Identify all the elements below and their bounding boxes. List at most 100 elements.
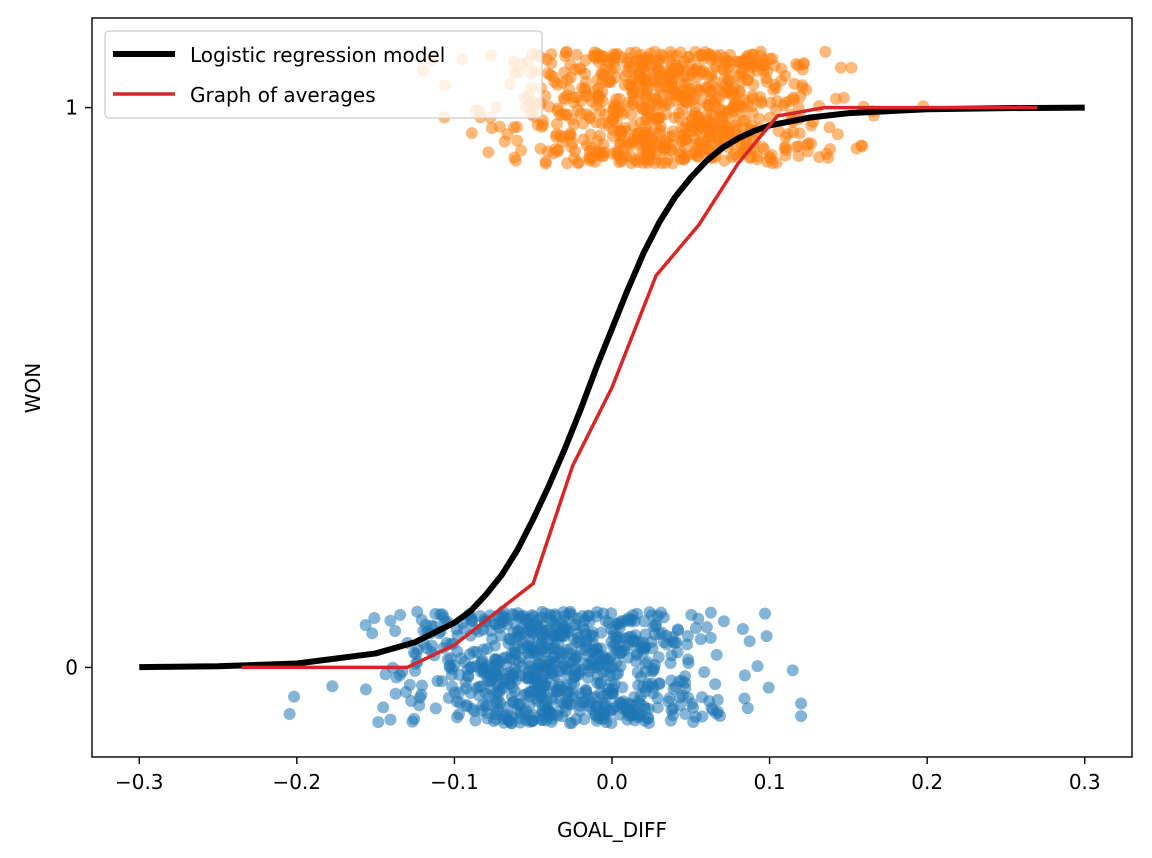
won-point	[570, 48, 583, 61]
lost-point	[516, 642, 529, 655]
won-point	[609, 61, 622, 74]
won-point	[652, 56, 665, 69]
won-point	[655, 157, 668, 170]
lost-point	[704, 606, 717, 619]
lost-point	[451, 645, 464, 658]
lost-point	[415, 679, 428, 692]
lost-point	[490, 654, 503, 667]
legend: Logistic regression model Graph of avera…	[104, 30, 543, 119]
lost-point	[442, 691, 455, 704]
lost-point	[604, 651, 617, 664]
won-point	[579, 54, 592, 67]
won-point	[702, 143, 715, 156]
won-point	[669, 87, 682, 100]
lost-point	[601, 687, 614, 700]
lost-point	[741, 702, 754, 715]
lost-point	[545, 715, 558, 728]
lost-point	[556, 661, 569, 674]
won-point	[691, 150, 704, 163]
won-point	[581, 90, 594, 103]
won-point	[577, 133, 590, 146]
x-tick-label: −0.2	[273, 770, 322, 794]
won-point	[794, 90, 807, 103]
won-point	[755, 95, 768, 108]
lost-point	[682, 657, 695, 670]
lost-point	[434, 608, 447, 621]
lost-point	[587, 644, 600, 657]
lost-point	[426, 639, 439, 652]
lost-point	[523, 623, 536, 636]
lost-point	[634, 689, 647, 702]
lost-point	[476, 698, 489, 711]
lost-point	[536, 673, 549, 686]
won-point	[691, 62, 704, 75]
won-point	[592, 82, 605, 95]
lost-point	[500, 708, 513, 721]
won-point	[595, 67, 608, 80]
lost-point	[786, 664, 799, 677]
lost-point	[489, 618, 502, 631]
lost-points	[283, 605, 808, 730]
lost-point	[533, 659, 546, 672]
won-point	[561, 157, 574, 170]
won-point	[482, 146, 495, 159]
won-point	[639, 120, 652, 133]
lost-point	[288, 690, 301, 703]
lost-point	[700, 621, 713, 634]
lost-point	[638, 615, 651, 628]
won-point	[552, 144, 565, 157]
lost-point	[568, 633, 581, 646]
lost-point	[710, 648, 723, 661]
lost-point	[415, 688, 428, 701]
won-point	[708, 100, 721, 113]
won-point	[726, 151, 739, 164]
lost-point	[611, 631, 624, 644]
won-point	[676, 129, 689, 142]
y-tick-label: 0	[65, 655, 78, 679]
lost-point	[469, 714, 482, 727]
won-point	[622, 96, 635, 109]
lost-point	[638, 714, 651, 727]
won-point	[637, 61, 650, 74]
won-point	[721, 105, 734, 118]
lost-point	[557, 606, 570, 619]
lost-point	[605, 716, 618, 729]
won-point	[727, 82, 740, 95]
lost-point	[403, 678, 416, 691]
won-point	[678, 77, 691, 90]
won-point	[709, 60, 722, 73]
lost-point	[603, 669, 616, 682]
lost-point	[795, 710, 808, 723]
lost-point	[651, 701, 664, 714]
won-point	[768, 78, 781, 91]
lost-point	[613, 621, 626, 634]
won-point	[670, 59, 683, 72]
lost-point	[384, 614, 397, 627]
won-point	[652, 112, 665, 125]
lost-point	[484, 683, 497, 696]
x-tick-label: −0.3	[115, 770, 164, 794]
lost-point	[539, 646, 552, 659]
won-point	[819, 45, 832, 58]
won-point	[772, 124, 785, 137]
won-point	[805, 119, 818, 132]
won-point	[539, 155, 552, 168]
won-point	[823, 121, 836, 134]
lost-point	[543, 612, 556, 625]
won-point	[751, 150, 764, 163]
lost-point	[646, 665, 659, 678]
legend-averages-label: Graph of averages	[190, 83, 376, 107]
lost-point	[795, 697, 808, 710]
won-point	[591, 47, 604, 60]
lost-point	[389, 625, 402, 638]
lost-point	[666, 635, 679, 648]
won-point	[680, 96, 693, 109]
lost-point	[489, 693, 502, 706]
lost-point	[509, 674, 522, 687]
lost-point	[366, 627, 379, 640]
won-point	[641, 106, 654, 119]
lost-point	[570, 713, 583, 726]
lost-point	[496, 610, 509, 623]
x-axis-label: GOAL_DIFF	[557, 818, 667, 842]
lost-point	[664, 656, 677, 669]
